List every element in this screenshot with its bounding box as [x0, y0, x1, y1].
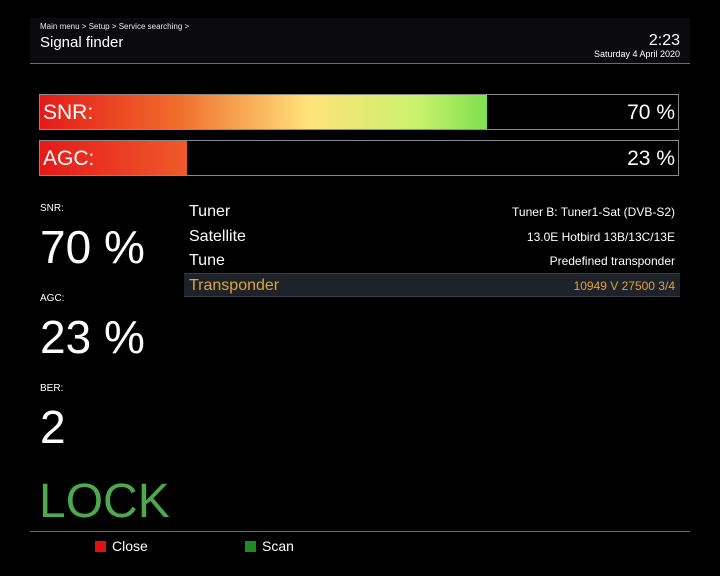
info-row-tune[interactable]: Tune Predefined transponder	[184, 249, 680, 273]
info-value: 10949 V 27500 3/4	[573, 279, 675, 293]
red-key-icon	[95, 540, 106, 552]
info-value: Predefined transponder	[549, 254, 675, 268]
info-value: Tuner B: Tuner1-Sat (DVB-S2)	[512, 205, 675, 219]
snr-bar-value: 70 %	[627, 101, 675, 124]
page-title: Signal finder	[40, 34, 124, 51]
ber-value: 2	[40, 401, 66, 453]
footer-divider	[30, 531, 690, 532]
ber-label: BER:	[40, 383, 64, 394]
green-key-icon	[245, 540, 256, 552]
info-key: Tuner	[189, 203, 231, 220]
agc-label: AGC:	[40, 293, 65, 304]
info-row-transponder[interactable]: Transponder 10949 V 27500 3/4	[184, 273, 680, 297]
close-label: Close	[112, 538, 148, 554]
agc-bar: AGC: 23 %	[39, 140, 679, 176]
snr-value: 70 %	[40, 221, 145, 273]
snr-label: SNR:	[40, 203, 64, 214]
agc-bar-fill	[40, 141, 187, 175]
clock: 2:23	[648, 32, 680, 49]
info-value: 13.0E Hotbird 13B/13C/13E	[526, 230, 675, 244]
snr-bar-fill	[40, 95, 487, 129]
breadcrumb: Main menu > Setup > Service searching >	[40, 22, 190, 31]
agc-value: 23 %	[40, 311, 145, 363]
info-key: Tune	[189, 252, 225, 269]
info-key: Transponder	[189, 277, 280, 294]
snr-bar: SNR: 70 %	[39, 94, 679, 130]
info-key: Satellite	[189, 228, 246, 245]
date: Saturday 4 April 2020	[593, 49, 680, 59]
agc-bar-label: AGC:	[43, 147, 95, 170]
scan-button[interactable]: Scan	[245, 538, 294, 554]
info-row-satellite[interactable]: Satellite 13.0E Hotbird 13B/13C/13E	[184, 225, 680, 249]
agc-bar-value: 23 %	[627, 147, 675, 170]
close-button[interactable]: Close	[95, 538, 148, 554]
header-bar: Main menu > Setup > Service searching > …	[30, 18, 690, 64]
snr-bar-label: SNR:	[43, 101, 94, 124]
lock-status: LOCK	[39, 475, 170, 528]
scan-label: Scan	[262, 538, 294, 554]
info-row-tuner[interactable]: Tuner Tuner B: Tuner1-Sat (DVB-S2)	[184, 200, 680, 224]
